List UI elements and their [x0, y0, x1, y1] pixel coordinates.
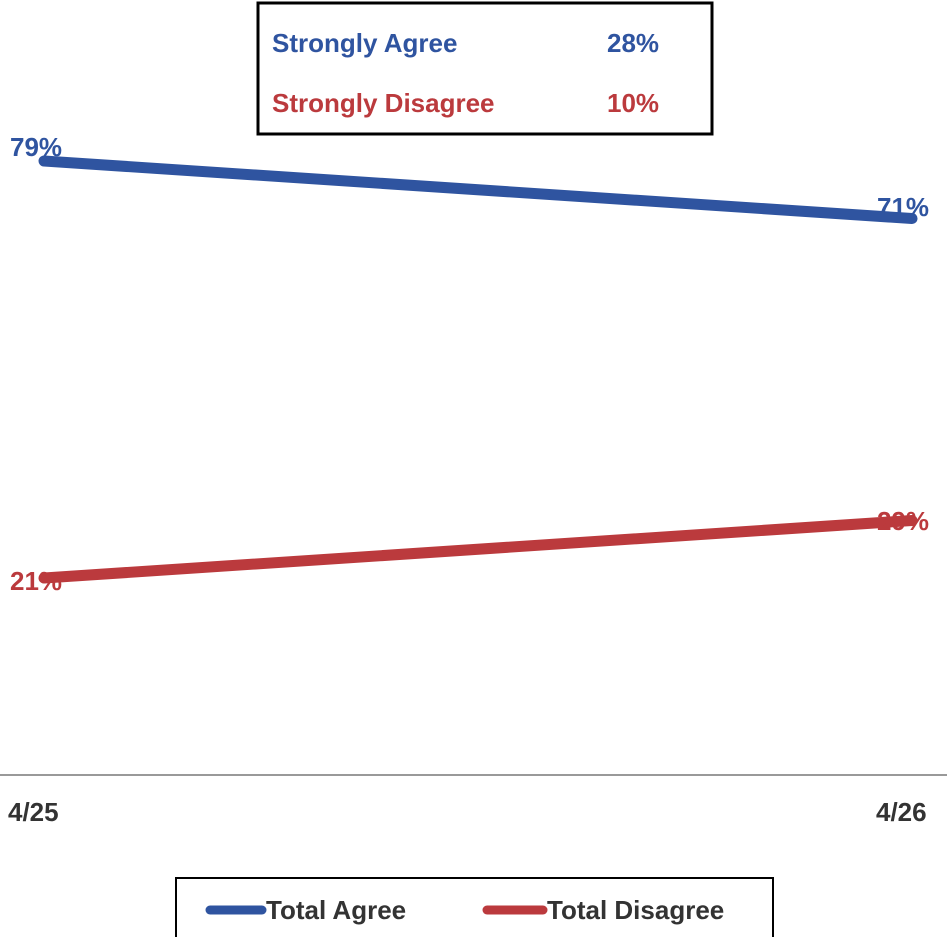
- annotation-value-strongly-disagree: 10%: [607, 88, 659, 118]
- legend-border: [175, 877, 774, 937]
- data-label-disagree-4-26: 29%: [877, 506, 929, 536]
- annotation-label-strongly-agree: Strongly Agree: [272, 28, 457, 58]
- annotation-box: Strongly Agree 28% Strongly Disagree 10%: [256, 1, 714, 136]
- annotation-value-strongly-agree: 28%: [607, 28, 659, 58]
- x-tick-label-4-26: 4/26: [876, 797, 927, 827]
- data-label-disagree-4-25: 21%: [10, 566, 62, 596]
- data-label-agree-4-26: 71%: [877, 192, 929, 222]
- legend: Total Agree Total Disagree: [175, 877, 774, 937]
- series-line-total-agree: [38, 155, 918, 225]
- x-tick-label-4-25: 4/25: [8, 797, 59, 827]
- legend-label-total-agree: Total Agree: [266, 895, 406, 925]
- annotation-label-strongly-disagree: Strongly Disagree: [272, 88, 495, 118]
- annotation-box-border: [256, 1, 714, 136]
- data-label-agree-4-25: 79%: [10, 132, 62, 162]
- series-line-total-disagree: [38, 514, 918, 584]
- legend-label-total-disagree: Total Disagree: [547, 895, 724, 925]
